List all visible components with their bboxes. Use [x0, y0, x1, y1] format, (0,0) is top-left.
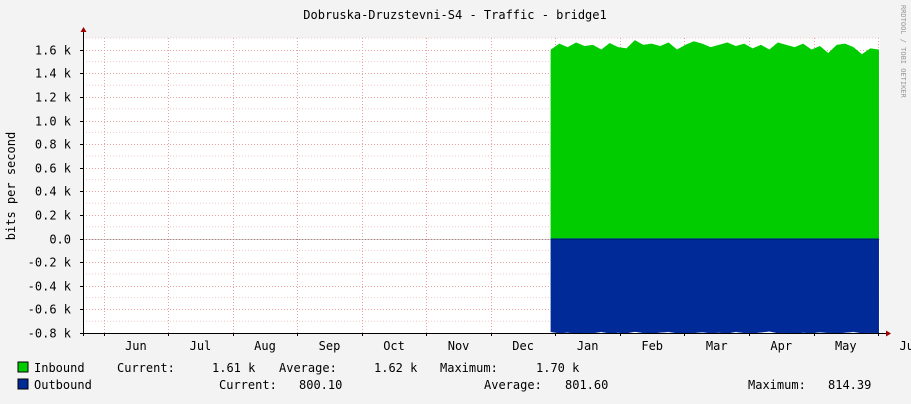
x-tick-label: May [835, 339, 857, 353]
legend-inbound-current-label: Current: [117, 361, 175, 375]
y-axis-label: bits per second [4, 132, 18, 240]
legend-outbound-average: 801.60 [565, 378, 608, 392]
y-tick-label: -0.6 k [28, 303, 72, 317]
x-tick-label: Oct [383, 339, 405, 353]
y-tick-label: 1.0 k [35, 115, 72, 129]
series-layer [550, 40, 879, 334]
x-tick-label: Nov [448, 339, 470, 353]
y-tick-label: -0.2 k [28, 256, 72, 270]
area-inbound [550, 40, 879, 239]
y-axis-arrow [80, 27, 87, 32]
x-tick-label: Jun [125, 339, 147, 353]
y-tick-label: 1.2 k [35, 91, 72, 105]
y-tick-label: 1.6 k [35, 44, 72, 58]
y-tick-label: 0.2 k [35, 209, 72, 223]
y-tick-label: 0.8 k [35, 138, 72, 152]
legend-outbound-current: 800.10 [299, 378, 342, 392]
y-tick-label: 0.0 [49, 233, 71, 247]
legend: Inbound Current: 1.61 k Average: 1.62 k … [17, 361, 871, 392]
y-tick-labels: 1.6 k 1.4 k 1.2 k 1.0 k 0.8 k 0.6 k 0.4 k 0.2 k… [28, 44, 72, 341]
legend-inbound-current: 1.61 k [212, 361, 256, 375]
legend-inbound-average: 1.62 k [374, 361, 418, 375]
legend-outbound-current-label: Current: [219, 378, 277, 392]
legend-outbound-maximum: 814.39 [828, 378, 871, 392]
legend-outbound-name: Outbound [34, 378, 92, 392]
x-tick-label: Dec [512, 339, 534, 353]
grid [83, 37, 880, 334]
legend-outbound-maximum-label: Maximum: [748, 378, 806, 392]
legend-swatch-outbound [17, 378, 29, 390]
legend-inbound-maximum-label: Maximum: [440, 361, 498, 375]
x-tick-label: Mar [706, 339, 728, 353]
watermark: RRDTOOL / TOBI OETIKER [899, 5, 907, 99]
x-axis-arrow [886, 330, 891, 337]
x-tick-labels: Jun Jul Aug Sep Oct Nov Dec Jan Feb Mar Apr May Jun [125, 339, 911, 353]
y-tick-label: 0.4 k [35, 185, 72, 199]
x-tick-label: Jul [190, 339, 212, 353]
chart-title: Dobruska-Druzstevni-S4 - Traffic - bridg… [303, 8, 606, 22]
x-tick-label: Jan [577, 339, 599, 353]
x-tick-label: Apr [770, 339, 792, 353]
legend-inbound-maximum: 1.70 k [536, 361, 580, 375]
area-outbound [550, 238, 879, 334]
legend-inbound-average-label: Average: [279, 361, 337, 375]
y-tick-label: 1.4 k [35, 67, 72, 81]
x-tick-label: Aug [254, 339, 276, 353]
axes [80, 27, 891, 337]
x-tick-label: Sep [319, 339, 341, 353]
legend-swatch-inbound [17, 361, 29, 373]
x-tick-label: Jun [899, 339, 911, 353]
y-tick-label: -0.8 k [28, 327, 72, 341]
x-tick-label: Feb [641, 339, 663, 353]
legend-outbound-average-label: Average: [484, 378, 542, 392]
y-tick-label: 0.6 k [35, 162, 72, 176]
legend-inbound-name: Inbound [34, 361, 85, 375]
y-tick-label: -0.4 k [28, 280, 72, 294]
